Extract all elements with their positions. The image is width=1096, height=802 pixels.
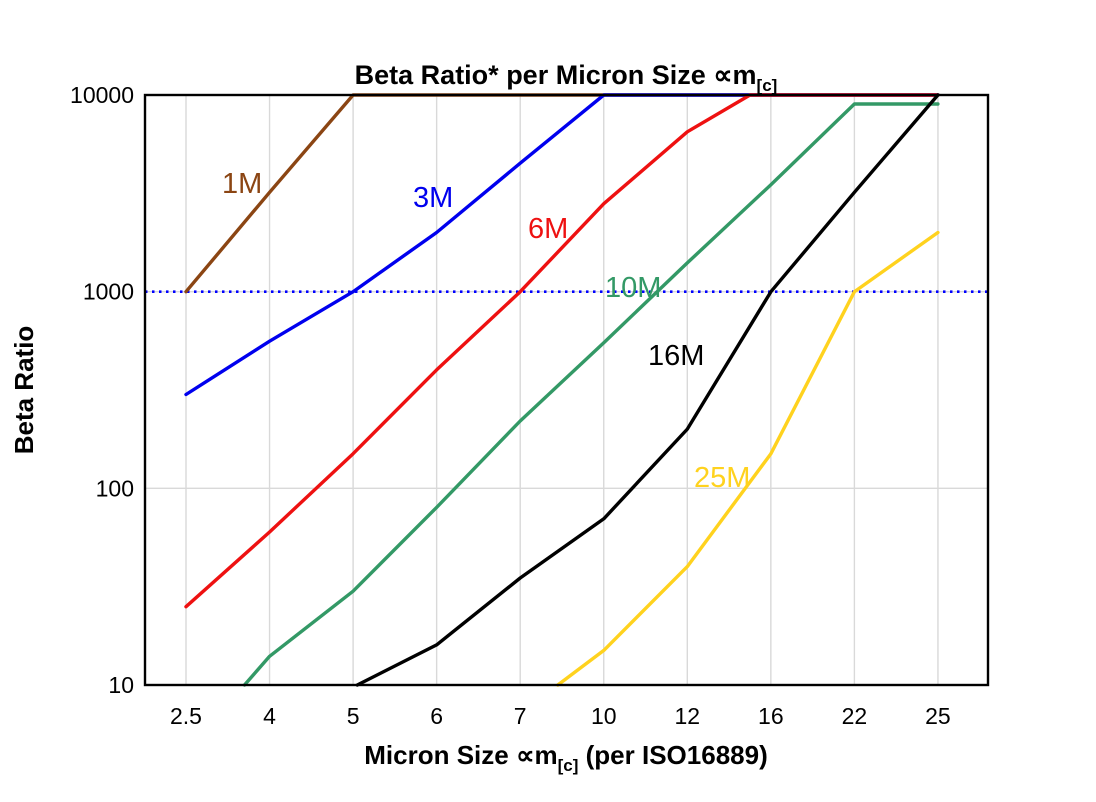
axis-tick-labels: 10 100 1000 10000 2.5 4 5 6 7 10 12 16 22 25 [70, 82, 951, 729]
y-tick-label: 100 [96, 475, 134, 501]
x-tick-label: 6 [430, 703, 443, 729]
plot-border [143, 93, 990, 687]
x-tick-label: 22 [842, 703, 868, 729]
y-tick-label: 10 [108, 672, 134, 698]
series-label-1M: 1M [222, 168, 262, 200]
chart-title: Beta Ratio* per Micron Size ∝m[c] [355, 60, 778, 95]
series-line-1M [184, 93, 940, 294]
series-line-10M [242, 102, 940, 687]
x-tick-label: 25 [925, 703, 951, 729]
y-axis-title: Beta Ratio [9, 326, 39, 455]
x-tick-label: 2.5 [170, 703, 202, 729]
series-line-6M [184, 93, 940, 609]
y-tick-label: 10000 [70, 82, 134, 108]
x-tick-label: 10 [591, 703, 617, 729]
x-tick-label: 12 [675, 703, 701, 729]
series-line-25M [556, 230, 940, 687]
x-tick-label: 7 [514, 703, 527, 729]
x-tick-label: 16 [758, 703, 784, 729]
series-label-16M: 16M [648, 340, 704, 372]
series-label-25M: 25M [694, 462, 750, 494]
x-tick-label: 5 [347, 703, 360, 729]
series-labels: 1M 3M 6M 10M 16M 25M [222, 168, 750, 494]
series-label-10M: 10M [605, 272, 661, 304]
x-tick-label: 4 [263, 703, 276, 729]
x-axis-title: Micron Size ∝m[c] (per ISO16889) [364, 740, 767, 775]
series-line-16M [355, 93, 940, 687]
series-label-6M: 6M [528, 213, 568, 245]
y-tick-label: 1000 [83, 279, 134, 305]
series-label-3M: 3M [413, 182, 453, 214]
series-lines [184, 93, 940, 687]
